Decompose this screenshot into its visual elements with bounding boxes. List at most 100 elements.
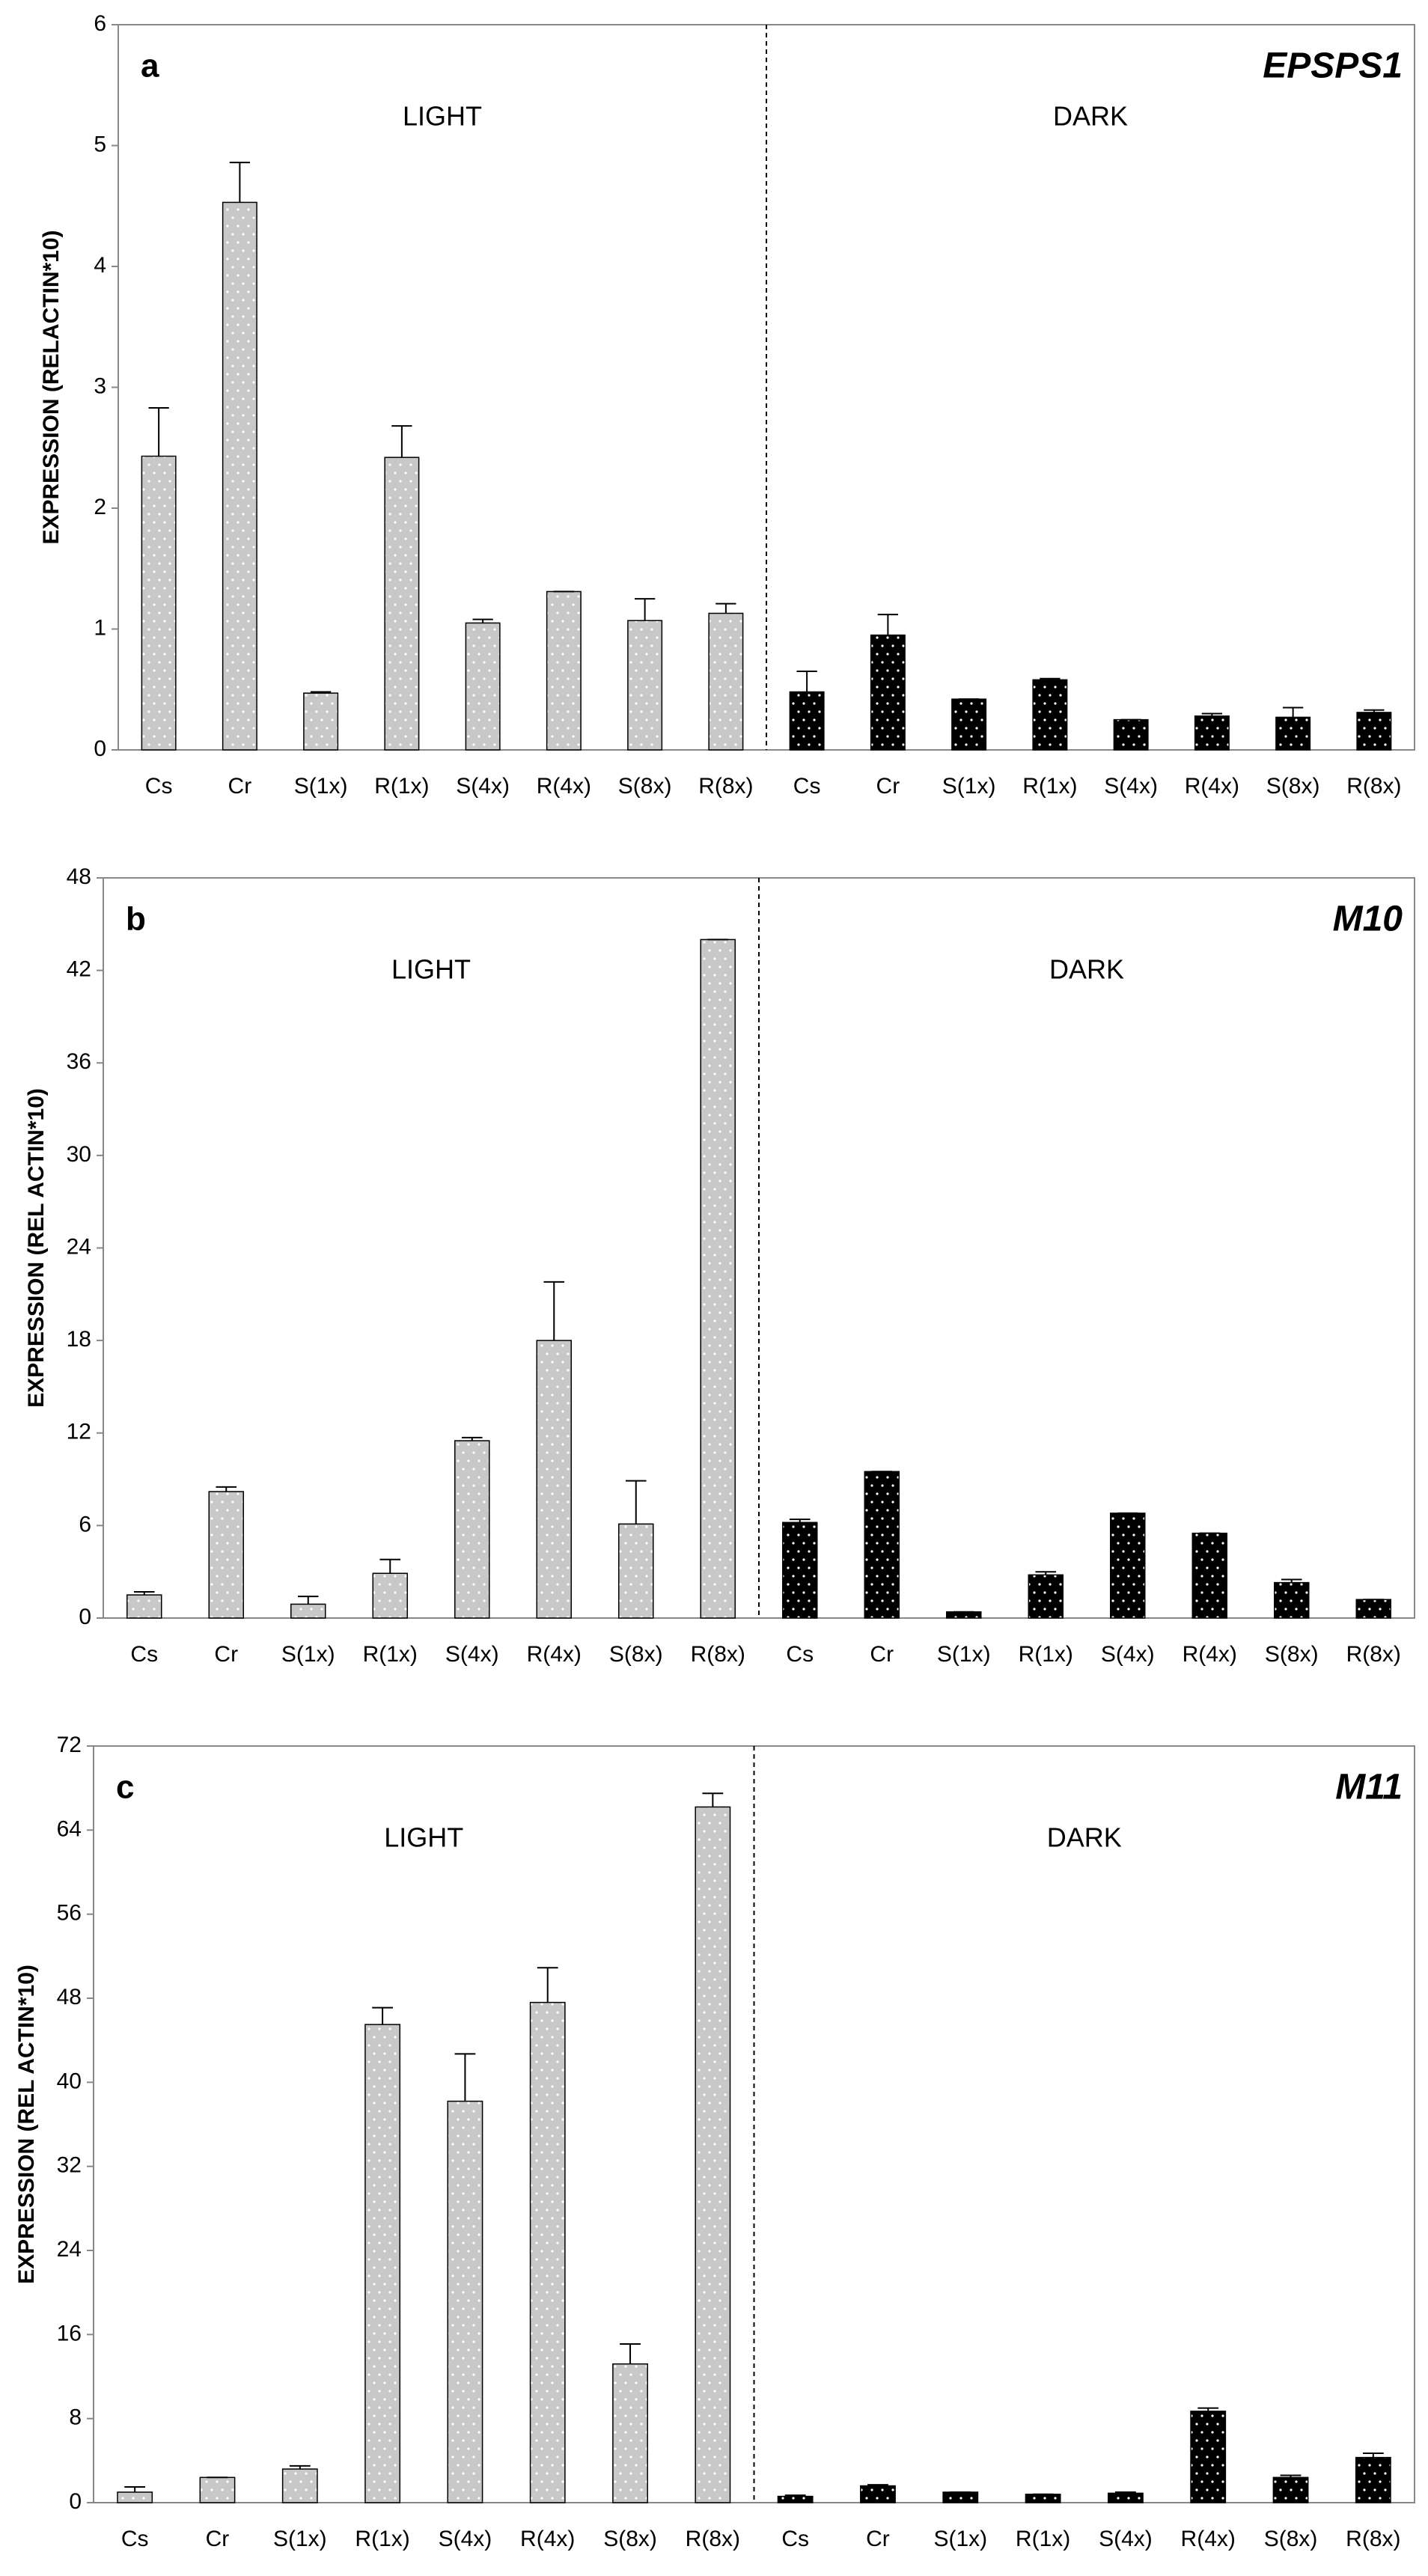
bar — [708, 612, 744, 751]
bar — [777, 2495, 814, 2503]
x-tick-label: S(8x) — [1266, 774, 1320, 799]
error-bar — [1280, 2474, 1302, 2478]
x-tick-label: R(8x) — [1346, 774, 1401, 799]
section-label: LIGHT — [403, 101, 482, 132]
x-tick-label: R(8x) — [691, 1642, 745, 1667]
x-tick-label: R(4x) — [527, 1642, 582, 1667]
bar — [942, 2491, 979, 2503]
y-tick-label: 1 — [94, 615, 106, 640]
error-bar — [620, 2342, 641, 2364]
bar — [1355, 1599, 1391, 1619]
x-tick-label: R(8x) — [1346, 1642, 1401, 1667]
y-tick-label: 40 — [57, 2069, 82, 2093]
x-tick-label: S(1x) — [933, 2527, 987, 2551]
error-bar — [297, 1596, 319, 1605]
panel-label: a — [141, 48, 159, 85]
section-label: LIGHT — [384, 1822, 463, 1853]
section-label: DARK — [1053, 101, 1128, 132]
bar — [536, 1340, 572, 1619]
error-bar — [1115, 2491, 1136, 2494]
bar — [1356, 712, 1392, 751]
y-tick-label: 12 — [67, 1420, 91, 1444]
x-tick-label: R(4x) — [1181, 2527, 1236, 2551]
x-tick-label: R(8x) — [698, 774, 753, 799]
x-tick-label: Cs — [121, 2527, 149, 2551]
y-tick-label: 48 — [57, 1985, 82, 2009]
x-tick-label: S(8x) — [1265, 1642, 1319, 1667]
x-tick-label: R(1x) — [374, 774, 429, 799]
bar — [1028, 1574, 1064, 1619]
bar — [1113, 718, 1149, 751]
bar — [864, 1471, 900, 1619]
bar — [1190, 2411, 1227, 2503]
panel-label: c — [116, 1769, 134, 1806]
y-tick-label: 36 — [67, 1049, 91, 1074]
x-tick-label: S(4x) — [439, 2527, 492, 2551]
y-tick-label: 16 — [57, 2321, 82, 2345]
x-tick-label: R(8x) — [686, 2527, 740, 2551]
y-tick-label: 6 — [94, 11, 106, 36]
x-tick-label: S(1x) — [294, 774, 348, 799]
x-tick-label: R(8x) — [1346, 2527, 1400, 2551]
x-tick-label: R(4x) — [520, 2527, 575, 2551]
bar — [199, 2476, 236, 2503]
bar — [946, 1611, 982, 1619]
error-bar — [1197, 2407, 1219, 2411]
panel-label: b — [126, 901, 146, 938]
x-tick-label: Cs — [145, 774, 173, 799]
error-bar — [1282, 706, 1304, 718]
bar — [454, 1440, 490, 1619]
bar — [546, 590, 582, 751]
bar — [860, 2485, 896, 2503]
x-tick-label: S(8x) — [603, 2527, 657, 2551]
bar — [222, 201, 257, 751]
bar — [1275, 716, 1311, 751]
bar — [612, 2363, 648, 2503]
section-label: LIGHT — [391, 954, 471, 985]
chart-title: M11 — [1335, 1768, 1403, 1807]
error-bar — [1035, 1571, 1057, 1575]
bar — [117, 2491, 153, 2503]
chart-title: EPSPS1 — [1263, 46, 1403, 86]
bar — [1274, 1581, 1310, 1619]
x-tick-label: R(4x) — [1183, 1642, 1237, 1667]
y-tick-label: 32 — [57, 2153, 82, 2178]
error-bar — [391, 425, 412, 458]
error-bar — [133, 1590, 155, 1596]
bar — [372, 1572, 408, 1619]
x-tick-label: S(8x) — [609, 1642, 663, 1667]
bar — [303, 692, 339, 751]
bar — [700, 938, 736, 1619]
x-tick-label: Cs — [786, 1642, 814, 1667]
x-tick-label: S(4x) — [456, 774, 510, 799]
bar — [465, 622, 501, 751]
error-bar — [216, 1486, 237, 1492]
error-bar — [702, 1792, 724, 1807]
y-tick-label: 4 — [94, 253, 106, 278]
y-tick-label: 24 — [67, 1234, 91, 1259]
section-label: DARK — [1049, 954, 1124, 985]
error-bar — [1040, 677, 1061, 680]
x-tick-label: R(1x) — [1022, 774, 1077, 799]
bar — [618, 1523, 654, 1619]
bar — [126, 1594, 162, 1619]
x-tick-label: Cs — [793, 774, 821, 799]
bar — [870, 634, 906, 751]
bar — [1194, 715, 1230, 751]
bar — [364, 2024, 401, 2503]
y-tick-label: 6 — [79, 1512, 91, 1536]
error-bar — [715, 602, 736, 614]
error-bar — [537, 1967, 558, 2003]
x-tick-label: S(4x) — [1099, 2527, 1153, 2551]
error-bar — [289, 2464, 311, 2470]
x-tick-label: R(1x) — [363, 1642, 418, 1667]
x-tick-label: R(4x) — [1185, 774, 1239, 799]
error-bar — [877, 614, 899, 635]
error-bar — [454, 2053, 476, 2102]
error-bar — [372, 2006, 393, 2025]
error-bar — [625, 1480, 647, 1524]
bar — [208, 1491, 244, 1619]
x-tick-label: Cr — [206, 2527, 230, 2551]
y-tick-label: 56 — [57, 1901, 82, 1926]
x-tick-label: S(4x) — [1104, 774, 1158, 799]
